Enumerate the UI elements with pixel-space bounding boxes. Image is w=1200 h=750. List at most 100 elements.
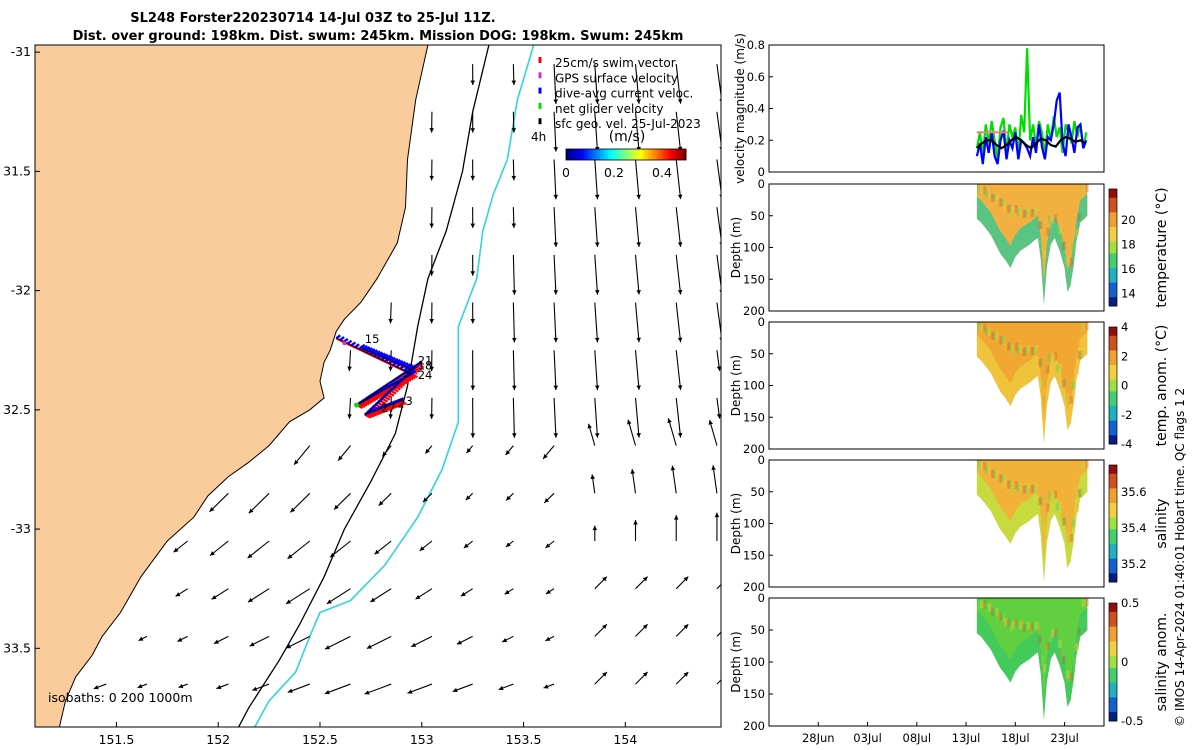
arrow-shaft	[634, 64, 640, 104]
colorbar-cell	[666, 149, 669, 160]
section-texture	[1019, 621, 1023, 630]
velocity-arrow	[553, 111, 559, 152]
velocity-arrow	[675, 350, 683, 390]
section-texture	[976, 460, 980, 468]
arrow-head	[553, 433, 559, 438]
dive-avg-vector	[370, 348, 376, 354]
arrow-shaft	[634, 207, 640, 247]
section-texture	[1060, 235, 1064, 244]
colorbar-cell	[1109, 538, 1117, 542]
colorbar-cell	[1109, 238, 1117, 243]
velocity-arrow	[553, 64, 559, 104]
colorbar-cell	[1109, 491, 1117, 495]
arrow-head	[470, 318, 476, 324]
arrow-shaft	[512, 254, 515, 295]
arrow-head	[247, 597, 253, 603]
colorbar-cell	[1109, 523, 1117, 527]
arrow-head	[677, 99, 683, 104]
section-texture	[992, 607, 996, 616]
velocity-arrow	[512, 302, 517, 343]
velocity-arrow	[470, 111, 476, 133]
section-texture	[1017, 483, 1021, 492]
colorbar-cell	[578, 149, 581, 160]
colorbar-cell	[1109, 405, 1117, 410]
colorbar-cell	[680, 149, 683, 160]
x-tick-label: 154	[613, 732, 637, 747]
colorbar-cell	[1109, 356, 1117, 360]
velocity-arrow	[247, 540, 270, 559]
velocity-arrow	[635, 623, 648, 637]
y-tick-label: 100	[743, 379, 765, 393]
section-texture	[1024, 485, 1028, 494]
colorbar-cell	[1109, 670, 1117, 675]
x-tick-label: 153	[410, 732, 434, 747]
section-texture	[1014, 205, 1018, 214]
colorbar-cell	[1109, 485, 1117, 489]
section-texture	[1085, 184, 1089, 193]
arrow-head	[592, 525, 598, 531]
arrow-head	[677, 194, 683, 200]
velocity-arrow	[209, 540, 229, 557]
dive-avg-vector	[350, 341, 357, 347]
arrow-head	[502, 637, 508, 643]
arrow-head	[724, 624, 729, 629]
arrow-head	[590, 474, 596, 480]
colorbar-cell	[1109, 332, 1117, 337]
track-day-label: 18	[418, 358, 433, 372]
section-texture	[1077, 489, 1081, 498]
colorbar-cell	[1109, 265, 1117, 269]
colorbar-tick-label: 20	[1121, 213, 1136, 227]
arrow-head	[544, 498, 550, 503]
colorbar-cell	[1109, 262, 1117, 266]
colorbar-cell	[1109, 288, 1117, 292]
colorbar-cell	[1109, 579, 1117, 583]
colorbar-cell	[572, 149, 575, 160]
colorbar-cell	[1109, 479, 1117, 484]
arrow-head	[505, 542, 511, 547]
section-texture	[983, 324, 987, 333]
velocity-arrow	[545, 588, 555, 595]
colorbar-tick-label: 0.2	[604, 165, 624, 180]
velocity-arrow	[388, 302, 393, 324]
arrow-head	[429, 271, 434, 276]
arrow-head	[347, 414, 352, 419]
arrow-shaft	[634, 159, 640, 200]
section-texture	[1043, 387, 1047, 396]
section-texture	[1041, 516, 1045, 525]
section-texture	[1068, 673, 1072, 682]
section-texture	[1010, 624, 1014, 633]
arrow-shaft	[667, 418, 677, 446]
section-texture	[1071, 657, 1075, 666]
arrow-shaft	[716, 64, 721, 100]
section-texture	[986, 189, 990, 198]
velocity-arrow	[498, 683, 514, 691]
arrow-head	[252, 686, 258, 691]
colorbar-tick-label: 2	[1121, 349, 1128, 363]
arrow-head	[602, 624, 607, 630]
sal_anom-panel: 0 50 100 150 200 Depth (m) -0.5 0 0.5 salinity an…	[729, 591, 1170, 745]
arrow-shaft	[716, 631, 721, 637]
section-texture	[1079, 627, 1083, 636]
section-texture	[1054, 628, 1058, 637]
colorbar-cell	[660, 149, 663, 160]
section-texture	[1019, 482, 1023, 491]
velocity-arrow	[470, 207, 476, 229]
section-texture	[1055, 364, 1059, 373]
colorbar-tick-label: 14	[1121, 287, 1136, 301]
arrow-head	[470, 271, 476, 276]
section-texture	[1016, 484, 1020, 493]
track-line	[360, 347, 412, 370]
colorbar-cell	[1109, 432, 1117, 436]
colorbar-cell	[1109, 535, 1117, 539]
velocity-arrow	[714, 512, 720, 541]
arrow-head	[545, 636, 551, 641]
colorbar-cell	[1109, 709, 1117, 713]
velocity-arrow	[501, 635, 514, 643]
colorbar-cell	[1109, 520, 1117, 524]
arrow-shaft	[634, 302, 640, 343]
section-texture	[1069, 257, 1073, 266]
arrow-shaft	[675, 397, 682, 438]
colorbar-cell	[1109, 376, 1117, 381]
